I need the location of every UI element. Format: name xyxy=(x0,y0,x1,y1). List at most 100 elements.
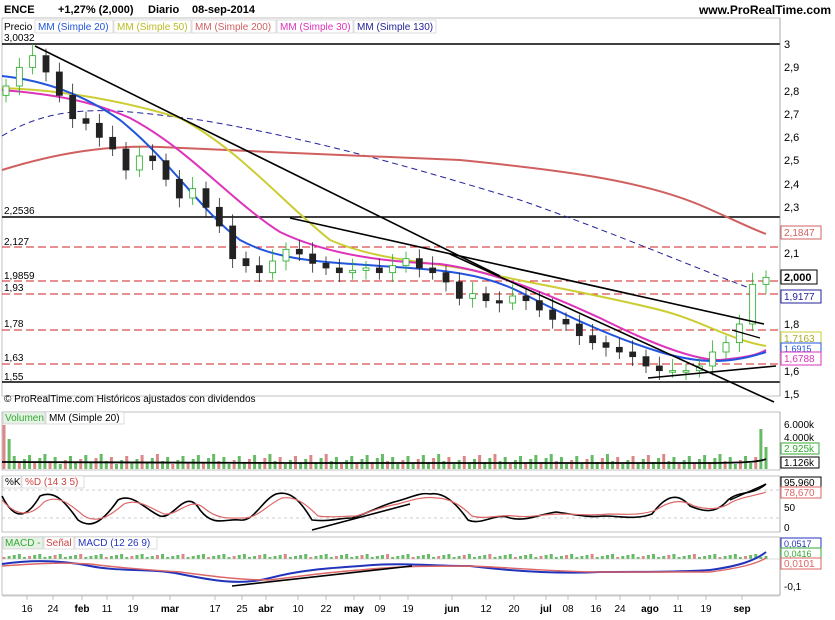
macd-hist-bar xyxy=(28,556,32,559)
macd-hist-bar xyxy=(467,554,471,559)
macd-axis: 0,0517 0,0416 0,0101 -0,1 xyxy=(779,537,822,595)
macd-hist-bar xyxy=(171,556,175,559)
volume-bar xyxy=(329,461,333,469)
macd-hist-bar xyxy=(744,556,748,559)
volume-bar xyxy=(549,454,553,469)
macd-hist-bar xyxy=(89,556,93,559)
volume-bar xyxy=(104,461,108,469)
macd-hist-bar xyxy=(478,556,482,559)
x-tick-label: 19 xyxy=(700,604,712,615)
volume-bar xyxy=(529,459,533,469)
volume-bar xyxy=(692,463,696,469)
macd-hist-bar xyxy=(94,555,98,559)
trendline-down-1 xyxy=(34,45,501,277)
volume-bar xyxy=(150,458,154,469)
volume-bar xyxy=(539,462,543,469)
macd-hist-bar xyxy=(641,556,645,559)
macd-hist-bar xyxy=(288,557,292,559)
price-tick: 2,6 xyxy=(784,132,799,144)
legend-ma50: MM (Simple 50) xyxy=(117,22,188,33)
legend-ma130: MM (Simple 130) xyxy=(357,22,433,33)
legend-box-ma50 xyxy=(113,19,192,34)
x-tick-label: ago xyxy=(641,604,659,615)
macd-tick: 0,0101 xyxy=(784,559,815,570)
macd-hist-bar xyxy=(345,554,349,559)
stoch-divergence-line xyxy=(311,503,411,531)
macd-hist-bar xyxy=(713,554,717,559)
candle xyxy=(69,94,77,120)
volume-bar xyxy=(426,462,430,469)
candle xyxy=(655,365,663,372)
macd-hist-bar xyxy=(304,554,308,559)
site-label[interactable]: www.ProRealTime.com xyxy=(698,3,831,17)
left-label: 1,78 xyxy=(4,319,24,330)
macd-hist-bar xyxy=(508,554,512,559)
x-tick-label: 19 xyxy=(402,604,414,615)
price-tick: 1,6 xyxy=(784,366,799,378)
candle xyxy=(642,356,650,367)
candle xyxy=(749,283,757,325)
macd-signal-line xyxy=(1,557,767,581)
macd-hist-bar xyxy=(754,554,758,559)
candle xyxy=(589,335,597,344)
volume-bar xyxy=(513,460,517,469)
x-tick-label: 11 xyxy=(102,604,113,615)
price-title: Precio xyxy=(4,22,33,33)
candle xyxy=(135,155,143,171)
macd-hist-bar xyxy=(580,556,584,559)
volume-bar xyxy=(365,455,369,469)
candle xyxy=(535,300,543,311)
macd-hist-bar xyxy=(130,556,134,559)
volume-bar xyxy=(396,464,400,469)
price-tick: 2,3 xyxy=(784,202,799,214)
x-tick-label: 24 xyxy=(47,604,59,615)
candle xyxy=(229,225,237,260)
macd-hist-bar xyxy=(570,554,574,559)
macd-hist-bar xyxy=(442,555,446,559)
stoch-tick: 95,960 xyxy=(784,478,815,489)
volume-bar xyxy=(176,460,180,469)
left-label: 1,9859 xyxy=(4,271,35,282)
volume-bar xyxy=(340,464,344,469)
candle xyxy=(482,293,490,302)
macd-hist-legend-box xyxy=(2,536,44,550)
macd-hist-bar xyxy=(472,557,476,559)
volume-bar xyxy=(186,463,190,469)
macd-hist-bar xyxy=(166,557,170,559)
volume-bar xyxy=(247,459,251,469)
x-tick-label: 16 xyxy=(21,604,33,615)
macd-hist-legend: MACD - señal xyxy=(5,538,67,549)
left-label: 2,127 xyxy=(4,237,29,248)
badge-ma130-text: 1,9177 xyxy=(784,292,815,303)
volume-bar xyxy=(498,461,502,469)
volume-bar xyxy=(48,461,52,469)
legend-box-ma130 xyxy=(353,19,437,34)
macd-hist-bar xyxy=(17,554,21,559)
macd-hist-bar xyxy=(43,557,47,559)
macd-hist-bar xyxy=(150,556,154,559)
macd-hist-bar xyxy=(125,557,129,559)
macd-hist-bar xyxy=(432,557,436,559)
candle xyxy=(575,323,583,337)
macd-hist-bar xyxy=(703,556,707,559)
volume-bar xyxy=(171,464,175,469)
macd-hist-bar xyxy=(733,554,737,559)
candle xyxy=(602,342,610,348)
volume-bar xyxy=(242,463,246,469)
x-tick-label: feb xyxy=(75,604,90,615)
macd-hist-bar xyxy=(611,554,615,559)
volume-bar xyxy=(386,461,390,469)
x-tick-label: jul xyxy=(539,604,552,615)
macd-hist-bar xyxy=(498,556,502,559)
macd-hist-bar xyxy=(575,557,579,559)
volume-bar xyxy=(595,462,599,469)
badge-ma200-text: 2,1847 xyxy=(784,228,815,239)
candle xyxy=(282,248,290,262)
volume-bar xyxy=(472,459,476,469)
volume-bar xyxy=(360,459,364,469)
macd-hist-bar xyxy=(585,555,589,559)
volume-bar xyxy=(161,461,165,469)
volume-bar xyxy=(590,455,594,469)
macd-hist-bar xyxy=(294,556,298,559)
stoch-axis: 95,960 78,670 50 0 xyxy=(779,476,822,534)
